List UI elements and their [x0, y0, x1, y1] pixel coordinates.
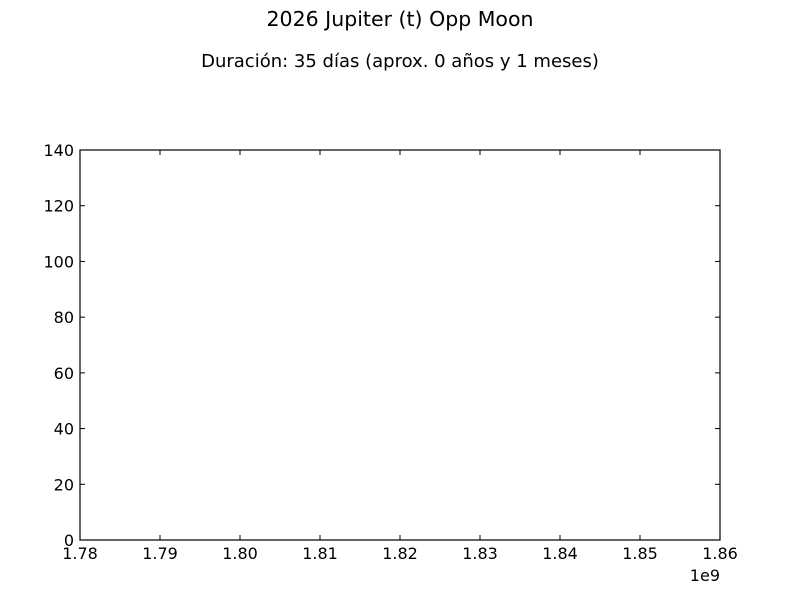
y-tick-label: 0 — [64, 531, 74, 550]
y-tick-label: 120 — [43, 197, 74, 216]
x-tick-label: 1.82 — [382, 544, 418, 563]
chart-subtitle: Duración: 35 días (aprox. 0 años y 1 mes… — [201, 51, 599, 72]
x-axis-offset-label: 1e9 — [689, 566, 720, 585]
y-tick-label: 80 — [54, 308, 74, 327]
x-tick-label: 1.80 — [222, 544, 258, 563]
y-tick-label: 140 — [43, 141, 74, 160]
chart-title: 2026 Jupiter (t) Opp Moon — [266, 7, 534, 31]
x-tick-label: 1.83 — [462, 544, 498, 563]
y-tick-label: 60 — [54, 364, 74, 383]
x-tick-label: 1.79 — [142, 544, 178, 563]
x-tick-label: 1.85 — [622, 544, 658, 563]
x-tick-label: 1.81 — [302, 544, 338, 563]
x-tick-label: 1.86 — [702, 544, 738, 563]
y-tick-label: 40 — [54, 420, 74, 439]
x-tick-label: 1.78 — [62, 544, 98, 563]
y-tick-label: 100 — [43, 252, 74, 271]
y-tick-label: 20 — [54, 475, 74, 494]
plot-area-frame — [79, 149, 721, 541]
x-tick-label: 1.84 — [542, 544, 578, 563]
